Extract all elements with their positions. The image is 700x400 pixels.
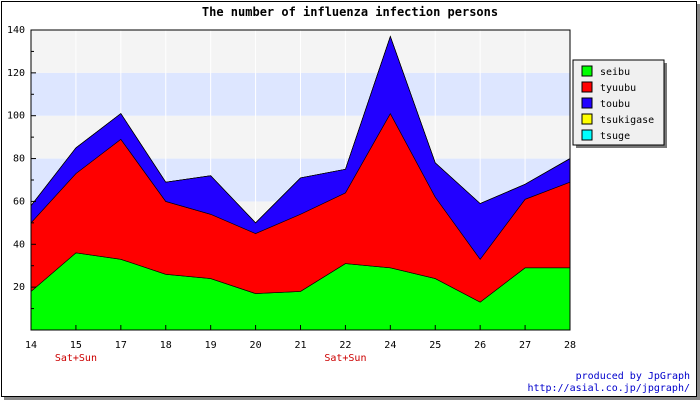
credit-url[interactable]: http://asial.co.jp/jpgraph/ [527, 383, 690, 394]
x-weekend-label: Sat+Sun [55, 353, 97, 364]
legend-swatch-tsukigase [581, 113, 593, 125]
x-tick-label: 22 [339, 340, 351, 351]
x-tick-label: 27 [519, 340, 531, 351]
legend-label-toubu: toubu [600, 99, 630, 110]
x-tick-label: 21 [294, 340, 306, 351]
legend-label-seibu: seibu [600, 67, 630, 78]
x-tick-label: 19 [205, 340, 217, 351]
x-tick-label: 26 [474, 340, 486, 351]
chart-title: The number of influenza infection person… [202, 5, 498, 19]
x-tick-label: 28 [564, 340, 576, 351]
y-tick-label: 60 [13, 196, 25, 207]
legend-label-tyuubu: tyuubu [600, 83, 636, 94]
legend-label-tsuge: tsuge [600, 131, 630, 142]
x-tick-label: 20 [250, 340, 262, 351]
legend-swatch-tyuubu [581, 81, 593, 93]
x-tick-label: 18 [160, 340, 172, 351]
legend-swatch-toubu [581, 97, 593, 109]
x-tick-label: 15 [70, 340, 82, 351]
y-tick-label: 140 [7, 25, 25, 36]
legend-swatch-seibu [581, 65, 593, 77]
x-tick-label: 17 [115, 340, 127, 351]
x-tick-label: 14 [25, 340, 37, 351]
y-tick-label: 100 [7, 111, 25, 122]
x-tick-label: 24 [384, 340, 396, 351]
x-weekend-label: Sat+Sun [324, 353, 366, 364]
x-tick-label: 25 [429, 340, 441, 351]
tick-labels: 20 40 60 80 100 120 140 14 15 Sat+Sun 17 18 19 20 21 22… [7, 25, 576, 364]
y-tick-label: 120 [7, 68, 25, 79]
y-tick-label: 20 [13, 282, 25, 293]
legend: seibu tyuubu toubu tsukigase tsuge [572, 59, 667, 148]
legend-swatch-tsuge [581, 129, 593, 141]
credit-produced-by: produced by JpGraph [576, 371, 690, 382]
y-tick-label: 40 [13, 239, 25, 250]
axes [30, 29, 571, 331]
legend-label-tsukigase: tsukigase [600, 115, 654, 126]
y-tick-label: 80 [13, 154, 25, 165]
